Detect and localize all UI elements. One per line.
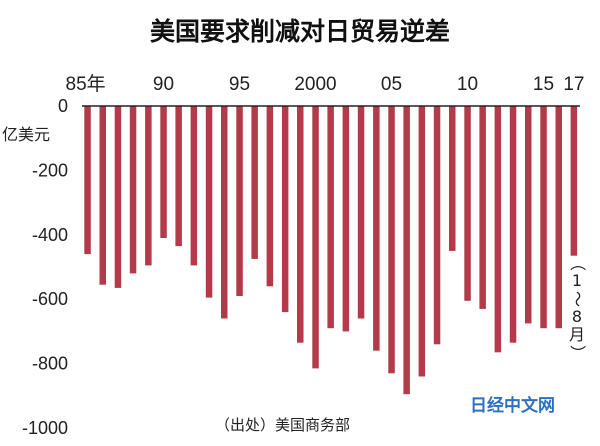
- period-note: （1～8月）: [568, 255, 587, 361]
- bar-2009: [449, 106, 456, 251]
- bar-1990: [160, 106, 167, 238]
- watermark-logo: 日经中文网: [470, 395, 555, 416]
- x-tick-label: 05: [381, 74, 402, 95]
- bar-2002: [342, 106, 350, 332]
- y-tick-label: -800: [32, 354, 68, 374]
- bar-1988: [129, 106, 137, 274]
- x-tick-label: 2000: [294, 74, 336, 95]
- x-tick-label: 15: [533, 74, 554, 95]
- bar-series: [84, 106, 578, 395]
- y-tick-label: 0: [58, 96, 68, 116]
- source-note: （出处）美国商务部: [215, 416, 350, 434]
- bar-1999: [297, 106, 304, 343]
- bar-1987: [114, 106, 122, 288]
- bar-2005: [388, 106, 395, 374]
- bar-2007: [418, 106, 426, 377]
- bar-1998: [281, 106, 289, 313]
- bar-2012: [494, 106, 502, 353]
- x-tick-label: 10: [457, 74, 478, 95]
- y-tick-label: -1000: [22, 418, 68, 438]
- x-tick-label: 85年: [66, 73, 106, 95]
- period-note-char: ）: [568, 345, 587, 361]
- x-tick-labels: 85年 90 95 2000 05 10 15 17: [66, 73, 585, 95]
- bar-2010: [464, 106, 471, 301]
- bar-1994: [221, 106, 228, 319]
- period-note-char: 1: [572, 271, 582, 290]
- bar-2015: [540, 106, 547, 329]
- bar-1985: [84, 106, 91, 255]
- chart-title: 美国要求削减对日贸易逆差: [150, 17, 450, 46]
- bar-2003: [357, 106, 365, 319]
- bar-2008: [433, 106, 441, 345]
- bar-2014: [525, 106, 532, 324]
- bar-2016: [555, 106, 562, 329]
- bar-2001: [327, 106, 334, 329]
- bar-1989: [145, 106, 152, 266]
- bar-2000: [312, 106, 319, 369]
- bar-1995: [236, 106, 243, 296]
- bar-2006: [403, 106, 410, 395]
- x-tick-label: 17: [563, 74, 584, 95]
- bar-1993: [205, 106, 213, 298]
- bar-2011: [479, 106, 486, 309]
- bar-1996: [251, 106, 258, 259]
- bar-1997: [266, 106, 274, 287]
- period-note-char: （: [568, 255, 587, 271]
- period-note-char: ～: [568, 291, 587, 307]
- bar-2004: [373, 106, 380, 351]
- unit-label: 亿美元: [2, 125, 50, 144]
- y-tick-label: -200: [32, 160, 68, 180]
- y-tick-label: -600: [32, 289, 68, 309]
- period-note-char: 8: [572, 307, 582, 326]
- bar-1991: [175, 106, 182, 247]
- x-tick-label: 90: [153, 74, 174, 95]
- period-note-char: 月: [569, 325, 585, 344]
- y-tick-labels: 0 -200 -400 -600 -800 -1000: [22, 96, 68, 438]
- bar-1992: [190, 106, 198, 266]
- bar-2017: [570, 106, 578, 256]
- bar-2013: [509, 106, 517, 343]
- x-tick-label: 95: [229, 74, 250, 95]
- y-tick-label: -400: [32, 225, 68, 245]
- bar-1986: [99, 106, 106, 285]
